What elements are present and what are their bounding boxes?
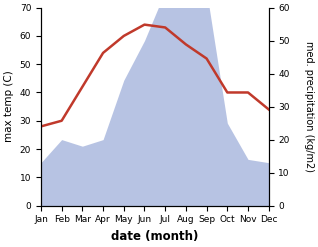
Y-axis label: max temp (C): max temp (C) [4, 71, 14, 143]
Y-axis label: med. precipitation (kg/m2): med. precipitation (kg/m2) [304, 41, 314, 172]
X-axis label: date (month): date (month) [111, 230, 198, 243]
